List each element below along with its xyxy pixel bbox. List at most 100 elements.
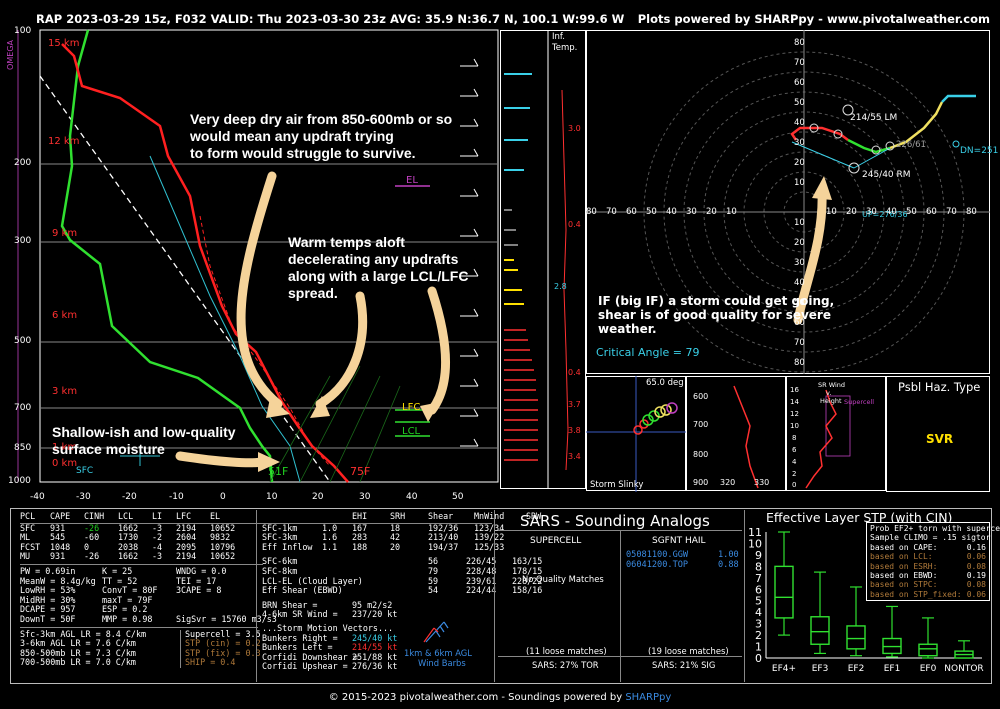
hodo-rm-label: 245/40 RM	[862, 170, 911, 180]
hodo-annotation: shear is of good quality for severe	[598, 308, 831, 322]
table-cell: 123/34	[474, 522, 505, 533]
table-cell: -3	[152, 551, 163, 562]
category-label: NONTOR	[944, 664, 983, 674]
category-label: EF2	[848, 664, 865, 674]
pressure-tick: 500	[14, 336, 32, 346]
table-cell: 10652	[210, 522, 236, 533]
pressure-tick: 300	[14, 236, 32, 246]
param-text: DCAPE = 957	[20, 604, 76, 615]
hodo-xtick: 10	[826, 207, 837, 217]
col-header: SRW	[526, 511, 542, 521]
pressure-tick: 100	[14, 26, 32, 36]
col-header: EL	[210, 511, 221, 521]
table-cell: 188	[352, 541, 368, 552]
skewt-diagram	[17, 29, 499, 483]
hazard-panel	[886, 376, 990, 492]
srwind-ytick: 14	[790, 398, 799, 406]
temp-tick: 30	[359, 492, 371, 502]
srwind-ytick: 6	[792, 446, 797, 454]
param-text: WNDG = 0.0	[176, 565, 227, 576]
table-cell: SFC-8km	[262, 565, 298, 576]
annotation-line: Shallow-ish and low-quality	[52, 424, 236, 440]
hodo-dn-label: DN=251	[960, 146, 999, 156]
prob-value: 0.06	[966, 589, 986, 599]
param-text: DownT = 50F	[20, 613, 76, 624]
pressure-tick: 700	[14, 403, 32, 413]
table-cell: Eff Inflow	[262, 541, 313, 552]
prob-value: 0.19	[966, 571, 986, 581]
y-tick-label: 6	[755, 583, 762, 596]
footer-sharppy[interactable]: SHARPpy	[625, 692, 672, 703]
annotation-line: Warm temps aloft	[288, 234, 405, 250]
table-cell: 283	[352, 532, 368, 543]
temp-tick: 50	[452, 492, 464, 502]
table-cell: 59	[428, 575, 439, 586]
prob-header: Sample CLIMO = .15 sigtor	[870, 533, 991, 543]
param-text: TEI = 17	[176, 575, 217, 586]
slinky-ptick: 900	[693, 478, 709, 487]
wind-barbs-icon	[423, 621, 449, 643]
inflow-bars	[500, 30, 586, 489]
inflow-value: 3.4	[568, 452, 581, 461]
hail-title: SGFNT HAIL	[652, 536, 706, 546]
motion-value: 251/88 kt	[352, 651, 398, 662]
hodo-xtick: 10	[726, 207, 737, 217]
col-header: EHI	[352, 511, 368, 521]
hodo-tick: 70	[794, 338, 805, 348]
prob-value: 0.16	[966, 542, 986, 552]
hodo-xtick: 40	[666, 207, 677, 217]
inflow-value: 0.4	[568, 368, 581, 377]
sfc-dew-label: 51F	[268, 465, 289, 478]
annotation-line: along with a large LCL/LFC	[288, 268, 469, 284]
hodo-tick: 40	[794, 118, 805, 128]
table-cell: 931	[50, 551, 66, 562]
param-text: maxT = 79F	[102, 594, 153, 605]
hodo-xtick: 50	[646, 207, 657, 217]
table-cell: 2194	[176, 522, 197, 533]
table-cell: -3	[152, 522, 163, 533]
hodo-xtick: 80	[966, 207, 977, 217]
table-cell: 1.0	[322, 522, 338, 533]
table-cell: SFC	[20, 522, 36, 533]
composite-text: SHIP = 0.4	[185, 657, 236, 668]
theta-profile	[686, 376, 786, 491]
prob-value: 0.06	[966, 552, 986, 562]
height-tick: 15 km	[48, 38, 80, 49]
table-cell: 2038	[118, 541, 139, 552]
credit-line[interactable]: Plots powered by SHARPpy - www.pivotalwe…	[637, 12, 990, 26]
motion-label: Corfidi Upshear =	[262, 661, 348, 672]
hodo-tick: 40	[794, 278, 805, 288]
slinky-angle: 65.0 deg	[646, 378, 684, 388]
table-cell: 139/22	[474, 532, 505, 543]
y-tick-label: 2	[755, 629, 762, 642]
table-cell: -2	[152, 532, 163, 543]
hodo-annotation: IF (big IF) a storm could get going,	[598, 294, 835, 308]
height-tick: 12 km	[48, 136, 80, 147]
hodo-xtick: 40	[886, 207, 897, 217]
hodo-tick: 20	[794, 238, 805, 248]
sfc-label: SFC	[76, 466, 94, 476]
hodo-tick: 10	[794, 178, 805, 188]
composite-text: Supercell = 3.5	[185, 628, 261, 639]
temp-tick: 40	[406, 492, 418, 502]
temp-tick: 10	[266, 492, 278, 502]
table-cell: 1.6	[322, 532, 338, 543]
col-header: LI	[152, 511, 163, 521]
hodo-up-label: UP=276/36	[862, 210, 908, 219]
lfc-label: LFC	[402, 402, 421, 413]
slinky-ptick: 600	[693, 392, 709, 401]
sfc-temp-label: 75F	[350, 465, 371, 478]
table-cell: 18	[390, 522, 401, 533]
srwind-title: v.	[826, 389, 832, 397]
hodo-xtick: 60	[626, 207, 637, 217]
barbs-label: Wind Barbs	[418, 658, 466, 668]
height-tick: 1 km	[52, 442, 78, 453]
inflow-value: 2.8	[554, 282, 567, 291]
sars-divider	[620, 530, 621, 682]
hodo-xtick: 30	[686, 207, 697, 217]
table-cell: SFC-3km	[262, 532, 298, 543]
srwind-ytick: 0	[792, 481, 797, 489]
box	[846, 625, 866, 650]
hodo-tick: 20	[794, 158, 805, 168]
